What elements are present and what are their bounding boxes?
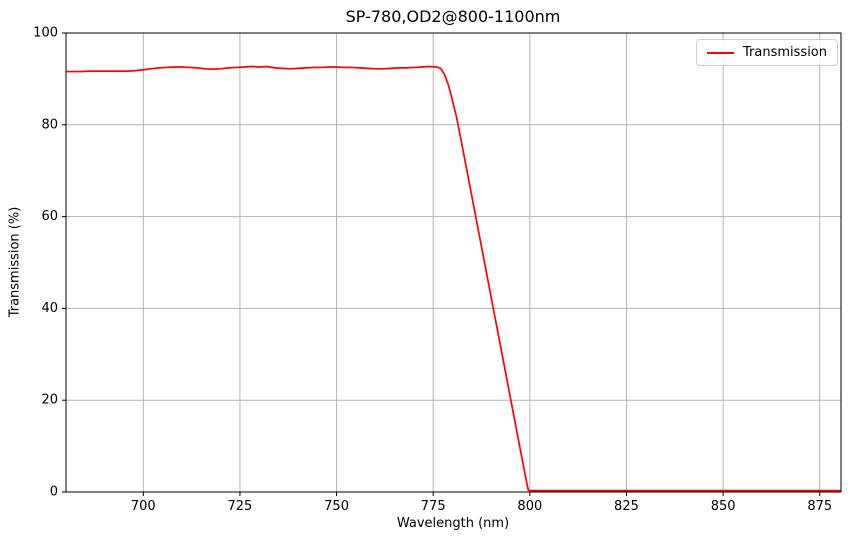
x-tick-labels: 700 725 750 775 800 825 850 875 [131,499,832,514]
legend-line-sample [707,51,735,54]
svg-text:850: 850 [711,499,736,514]
y-axis-label: Transmission (%) [7,206,23,318]
svg-text:40: 40 [41,301,58,316]
series-line-transmission [65,65,842,492]
y-tick-labels: 0 20 40 60 80 100 [33,26,58,500]
legend-label: Transmission [743,45,827,60]
svg-text:100: 100 [33,26,58,41]
svg-text:775: 775 [421,499,446,514]
svg-text:825: 825 [614,499,639,514]
legend: Transmission [696,39,838,66]
axes-spines [65,32,842,493]
svg-text:80: 80 [41,117,58,132]
x-axis-label: Wavelength (nm) [396,516,510,531]
svg-text:60: 60 [41,209,58,224]
svg-text:725: 725 [228,499,253,514]
svg-text:750: 750 [324,499,349,514]
chart-title: SP-780,OD2@800-1100nm [345,7,561,26]
svg-text:875: 875 [807,499,832,514]
svg-text:800: 800 [517,499,542,514]
svg-text:700: 700 [131,499,156,514]
axis-ticks [62,32,821,496]
svg-text:20: 20 [41,393,58,408]
svg-text:0: 0 [50,485,58,500]
